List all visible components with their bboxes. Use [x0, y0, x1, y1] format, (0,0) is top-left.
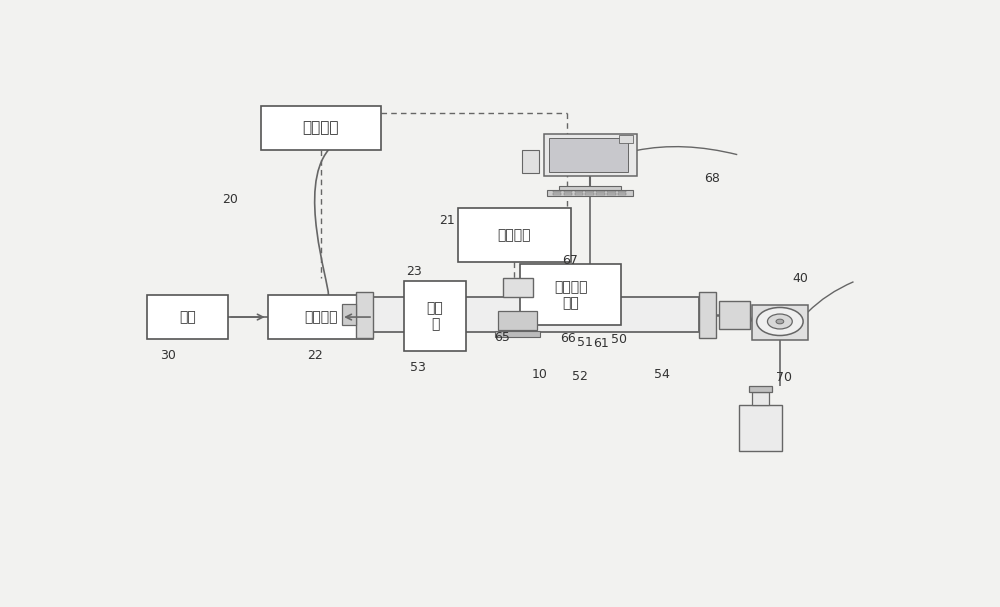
Text: 66: 66 — [560, 332, 576, 345]
Bar — [549, 138, 628, 172]
Text: 23: 23 — [406, 265, 422, 278]
Text: 温度控制: 温度控制 — [498, 228, 531, 242]
Text: 51: 51 — [577, 336, 593, 350]
Bar — [261, 106, 381, 150]
Bar — [564, 194, 572, 195]
Bar — [749, 386, 772, 392]
Bar — [585, 191, 594, 192]
Text: 流量控制: 流量控制 — [304, 310, 337, 324]
Text: 四探针测
试仪: 四探针测 试仪 — [554, 280, 587, 310]
Bar — [752, 305, 808, 340]
Bar — [698, 291, 716, 338]
Bar — [342, 304, 356, 325]
Bar — [544, 134, 637, 175]
Text: 53: 53 — [410, 361, 426, 374]
Bar — [553, 194, 561, 195]
Text: 65: 65 — [494, 331, 510, 344]
Text: 21: 21 — [439, 214, 454, 226]
Bar — [574, 194, 583, 195]
Bar — [607, 191, 616, 192]
Text: 67: 67 — [562, 254, 578, 267]
Bar — [268, 295, 373, 339]
Text: 61: 61 — [593, 337, 609, 350]
Text: 压力
计: 压力 计 — [427, 301, 443, 331]
Text: 22: 22 — [307, 349, 323, 362]
Bar — [520, 265, 621, 325]
Bar — [458, 208, 571, 262]
Text: 10: 10 — [532, 368, 548, 381]
Bar — [619, 135, 633, 143]
Circle shape — [776, 319, 784, 324]
Bar — [719, 301, 750, 328]
Bar — [596, 191, 605, 192]
Bar — [522, 150, 539, 174]
Bar — [553, 191, 561, 192]
Bar — [356, 291, 373, 338]
Bar — [739, 405, 782, 452]
Circle shape — [767, 314, 792, 329]
Text: 70: 70 — [776, 371, 792, 384]
Bar — [404, 281, 466, 351]
Bar — [607, 194, 616, 195]
Text: 30: 30 — [160, 349, 176, 362]
Bar — [564, 191, 572, 192]
Bar — [498, 311, 537, 330]
Text: 40: 40 — [793, 272, 809, 285]
Circle shape — [757, 308, 803, 336]
Bar — [585, 194, 594, 195]
Bar — [495, 331, 540, 337]
Bar — [147, 295, 228, 339]
Text: 52: 52 — [572, 370, 588, 383]
Text: 68: 68 — [704, 172, 720, 185]
Bar — [618, 194, 626, 195]
Bar — [574, 191, 583, 192]
Bar — [547, 190, 633, 196]
Text: 20: 20 — [222, 192, 238, 206]
Text: 50: 50 — [611, 333, 627, 346]
Bar — [559, 186, 621, 189]
Bar — [618, 191, 626, 192]
Text: 气源: 气源 — [179, 310, 196, 324]
Bar — [373, 297, 698, 332]
Bar — [503, 279, 533, 297]
Bar — [752, 392, 769, 405]
Text: 54: 54 — [654, 368, 670, 381]
Bar — [596, 194, 605, 195]
Text: 控制系统: 控制系统 — [302, 120, 339, 135]
